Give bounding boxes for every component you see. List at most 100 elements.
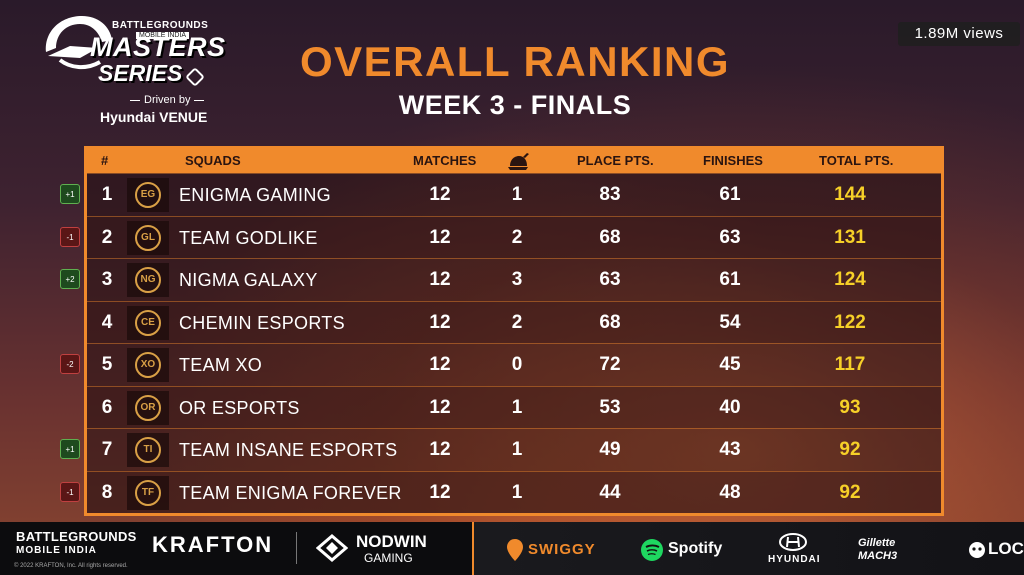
squad-name: NIGMA GALAXY [179,270,318,290]
rank-cell: 6 [101,396,113,418]
total-points-cell: 92 [839,481,861,503]
team-logo: OR [127,390,169,425]
team-logo: XO [127,348,169,382]
team-logo-icon: EG [135,182,161,208]
matches-cell: 12 [429,439,451,460]
team-logo-icon: TF [135,479,161,506]
table-row: NG 3 NIGMA GALAXY 12 3 63 61 124 [87,258,941,300]
rank-change-badge: +2 [60,269,80,289]
view-count-badge: 1.89M views [898,22,1020,46]
matches-cell: 12 [429,269,451,290]
rank-change-badge: +1 [60,184,80,204]
page-title: OVERALL RANKING [299,38,731,85]
table-row: CE 4 CHEMIN ESPORTS 12 2 68 54 122 [87,300,941,343]
footer-bgmi-line1: BATTLEGROUNDS [16,529,137,544]
table-row: GL 2 TEAM GODLIKE 12 2 68 63 131 [87,215,941,258]
header-place: PLACE PTS. [577,153,654,168]
squad-name: TEAM INSANE ESPORTS [179,440,398,460]
team-logo: GL [127,220,169,255]
finishes-cell: 63 [719,226,741,248]
chicken-dinners-cell: 3 [511,269,523,290]
team-logo: NG [127,263,169,297]
header-matches: MATCHES [413,153,477,168]
table-row: EG 1 ENIGMA GAMING 12 1 83 61 144 [87,173,941,215]
logo-brand-sub: MOBILE INDIA [136,32,190,39]
season-badge-icon [185,67,205,87]
team-logo: EG [127,178,169,212]
footer-swiggy: SWIGGY [528,541,596,558]
chicken-dinners-cell: 1 [511,396,523,418]
finishes-cell: 61 [719,269,741,290]
squad-name: TEAM ENIGMA FOREVER [179,482,402,503]
logo-sponsor: Hyundai VENUE [100,109,208,125]
squad-name: ENIGMA GAMING [179,185,331,205]
team-logo-icon: XO [135,352,161,378]
squad-name: TEAM GODLIKE [179,227,318,248]
footer-loco: LOC [988,539,1024,558]
team-logo: TF [127,475,169,510]
copyright: © 2022 KRAFTON, Inc. All rights reserved… [14,563,128,569]
chicken-dinners-cell: 0 [511,354,523,375]
header-total: TOTAL PTS. [819,153,894,168]
rank-cell: 7 [101,439,113,460]
place-points-cell: 44 [599,481,621,503]
squad-name: CHEMIN ESPORTS [179,312,345,333]
chicken-dinners-cell: 2 [511,226,523,248]
place-points-cell: 68 [599,311,621,333]
matches-cell: 12 [429,226,451,248]
footer-hyundai: HYUNDAI [768,554,821,565]
chicken-dinners-cell: 1 [511,481,523,503]
logo-brand: BATTLEGROUNDS [112,20,209,31]
chicken-dinners-cell: 1 [511,184,523,205]
chicken-dinner-icon [505,151,531,175]
table-row: OR 6 OR ESPORTS 12 1 53 40 93 [87,385,941,428]
matches-cell: 12 [429,311,451,333]
chicken-dinners-cell: 1 [511,439,523,460]
team-logo: TI [127,433,169,467]
footer-bgmi-line2: MOBILE INDIA [16,545,97,556]
logo-series: SERIES [98,60,183,86]
team-logo-icon: NG [135,267,161,293]
finishes-cell: 48 [719,481,741,503]
chicken-dinners-cell: 2 [511,311,523,333]
header-finishes: FINISHES [703,153,763,168]
hyundai-icon [779,533,807,551]
footer-divider [296,532,297,564]
rank-change-badge: +1 [60,439,80,459]
team-logo: CE [127,305,169,340]
total-points-cell: 131 [834,226,866,248]
footer-right-sponsors: SWIGGY Spotify HYUNDAI Gillette MACH3 LO… [472,522,1024,575]
rank-change-badge: -1 [60,226,80,247]
header-rank: # [101,153,109,168]
total-points-cell: 122 [834,311,866,333]
matches-cell: 12 [429,354,451,375]
footer-nodwin-gaming: GAMING [364,551,413,565]
rank-change-badge: -2 [60,354,80,374]
masters-series-logo: BATTLEGROUNDS MOBILE INDIA MASTERS SERIE… [38,10,238,128]
matches-cell: 12 [429,184,451,205]
finishes-cell: 43 [719,439,741,460]
helmet-icon [45,16,112,69]
finishes-cell: 40 [719,396,741,418]
rank-cell: 1 [101,184,113,205]
total-points-cell: 144 [834,184,866,205]
table-header: # SQUADS MATCHES PLACE PTS. FINISHES TOT… [87,149,941,173]
footer-gillette: Gillette MACH3 [858,537,898,562]
rank-cell: 5 [101,354,113,375]
rank-change-badge: -1 [60,481,80,502]
footer-spotify: Spotify [668,540,723,557]
footer-krafton: KRAFTON [152,532,274,557]
footer-left-sponsors: BATTLEGROUNDS MOBILE INDIA KRAFTON NODWI… [0,522,472,575]
header-squads: SQUADS [185,153,241,168]
page-subtitle: WEEK 3 - FINALS [398,90,632,120]
team-logo-icon: GL [135,224,161,251]
rank-cell: 4 [101,311,113,333]
finishes-cell: 54 [719,311,741,333]
place-points-cell: 72 [599,354,621,375]
footer-nodwin: NODWIN [356,532,427,551]
rank-cell: 8 [101,481,113,503]
table-row: TF 8 TEAM ENIGMA FOREVER 12 1 44 48 92 [87,470,941,513]
spotify-icon [641,539,663,561]
finishes-cell: 45 [719,354,741,375]
loco-icon [969,542,985,558]
